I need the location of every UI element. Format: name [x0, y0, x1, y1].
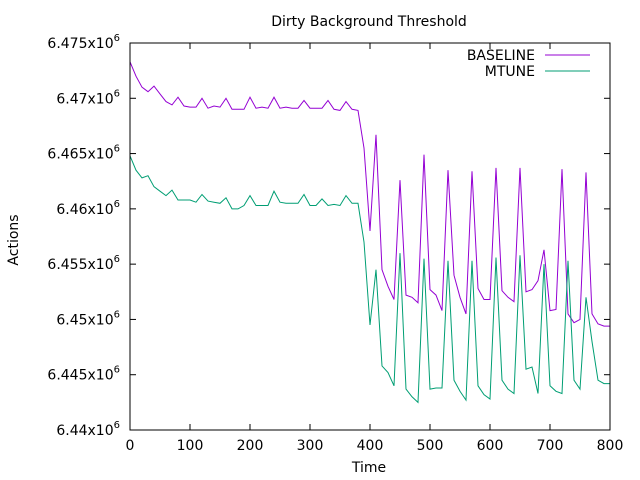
y-tick-label: 6.455x106 [47, 254, 120, 273]
y-tick-label: 6.46x106 [56, 199, 120, 218]
y-tick-label: 6.465x106 [47, 144, 120, 163]
y-tick-exponent: 6 [114, 365, 120, 376]
y-axis-label: Actions [6, 214, 22, 265]
x-tick-label: 600 [477, 438, 504, 454]
y-tick-unit: x10 [88, 36, 114, 52]
y-tick-unit: x10 [88, 368, 114, 384]
x-tick-label: 800 [597, 438, 624, 454]
y-tick-value: 6.47 [56, 91, 87, 107]
series-line-baseline [129, 61, 610, 327]
x-tick-label: 200 [237, 438, 264, 454]
y-tick-label: 6.45x106 [56, 309, 120, 328]
y-tick-label: 6.44x106 [56, 420, 120, 439]
legend-label: BASELINE [467, 48, 535, 64]
x-axis-label: Time [351, 460, 386, 476]
legend-label: MTUNE [485, 64, 535, 80]
x-tick-label: 400 [357, 438, 384, 454]
x-tick-label: 0 [126, 438, 135, 454]
y-tick-unit: x10 [88, 257, 114, 273]
x-tick-label: 500 [417, 438, 444, 454]
y-tick-label: 6.47x106 [56, 88, 120, 107]
y-tick-unit: x10 [88, 202, 114, 218]
x-tick-label: 100 [177, 438, 204, 454]
y-tick-exponent: 6 [114, 199, 120, 210]
y-tick-value: 6.445 [47, 368, 87, 384]
y-tick-unit: x10 [88, 312, 114, 328]
x-tick-label: 300 [297, 438, 324, 454]
plot-frame [129, 42, 611, 431]
y-tick-label: 6.445x106 [47, 365, 120, 384]
y-tick-value: 6.44 [56, 423, 87, 439]
y-tick-value: 6.475 [47, 36, 87, 52]
y-tick-unit: x10 [88, 423, 114, 439]
chart-title: Dirty Background Threshold [271, 14, 467, 30]
y-tick-value: 6.455 [47, 257, 87, 273]
y-tick-value: 6.465 [47, 147, 87, 163]
y-tick-exponent: 6 [114, 88, 120, 99]
y-tick-label: 6.475x106 [47, 33, 120, 52]
y-tick-exponent: 6 [114, 254, 120, 265]
y-tick-value: 6.45 [56, 312, 87, 328]
y-tick-value: 6.46 [56, 202, 87, 218]
y-tick-unit: x10 [88, 147, 114, 163]
y-tick-exponent: 6 [114, 420, 120, 431]
x-tick-label: 700 [537, 438, 564, 454]
y-tick-exponent: 6 [114, 309, 120, 320]
y-tick-exponent: 6 [114, 144, 120, 155]
y-tick-unit: x10 [88, 91, 114, 107]
series-line-mtune [129, 155, 610, 404]
y-tick-exponent: 6 [114, 33, 120, 44]
